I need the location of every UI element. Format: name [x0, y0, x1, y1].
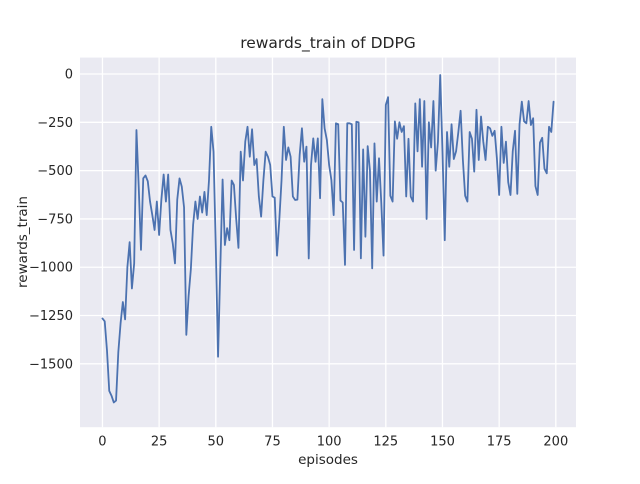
- plot-area: 0 25 50 75 100 125 150 175 200 0 −250 −500 −750 −1000…: [29, 57, 576, 450]
- y-tick-label: −250: [37, 116, 73, 131]
- series-line: [101, 74, 555, 404]
- y-tick-label: −500: [37, 164, 73, 179]
- y-tick-label: 0: [65, 68, 73, 83]
- y-tick-label: −1000: [29, 261, 73, 276]
- x-tick-label: 100: [317, 435, 342, 450]
- y-tick-label: −1250: [29, 309, 73, 324]
- x-tick-label: 0: [98, 435, 106, 450]
- plot-background: [80, 57, 576, 428]
- x-tick-label: 25: [151, 435, 168, 450]
- x-tick-label: 150: [430, 435, 455, 450]
- y-tick-label: −750: [37, 212, 73, 227]
- x-tick-label: 200: [543, 435, 568, 450]
- x-tick-label: 175: [487, 435, 512, 450]
- x-tick-label: 125: [373, 435, 398, 450]
- x-tick-label: 75: [264, 435, 281, 450]
- x-axis-label: episodes: [298, 452, 358, 468]
- y-tick-label: −1500: [29, 357, 73, 372]
- y-axis-label: rewards_train: [15, 196, 31, 288]
- chart-title: rewards_train of DDPG: [240, 34, 416, 53]
- x-tick-label: 50: [208, 435, 225, 450]
